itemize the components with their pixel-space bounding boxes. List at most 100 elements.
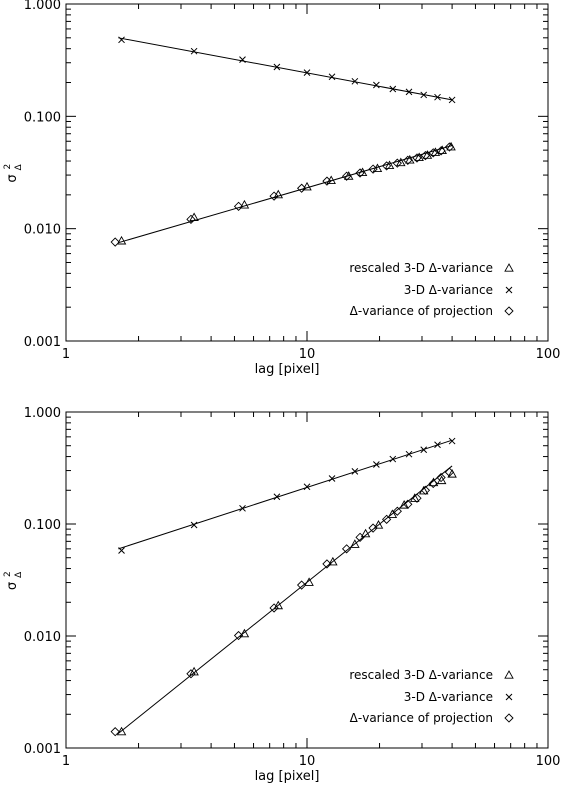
data-point-x (373, 81, 380, 89)
data-point-x (373, 461, 380, 468)
series-diamond (110, 142, 455, 247)
data-point-triangle (414, 152, 424, 162)
data-point-triangle (387, 509, 398, 518)
data-point-diamond (381, 514, 392, 525)
legend: rescaled 3-D Δ-variance 3-D Δ-variance Δ-v… (349, 668, 514, 725)
legend-entry-label: Δ-variance of projection (350, 304, 493, 318)
data-point-triangle (447, 468, 457, 478)
data-point-x (389, 85, 397, 93)
data-point-triangle (350, 539, 360, 548)
data-point-diamond (341, 544, 352, 554)
chart-panel-1: 1 10 100 0.001 0.010 0.100 1.000 lag [pixel] σΔ2… (3, 0, 560, 377)
y-axis-label-sup: 2 (3, 571, 13, 577)
legend: rescaled 3-D Δ-variance 3-D Δ-variance Δ-v… (349, 261, 514, 318)
fit-line-2 (118, 439, 453, 550)
data-point-diamond (368, 523, 378, 533)
data-point-diamond (368, 164, 378, 174)
x-tick-label: 10 (299, 754, 316, 769)
data-point-triangle (328, 556, 338, 566)
data-point-diamond (444, 467, 455, 477)
data-point-x (118, 547, 125, 554)
data-point-x (448, 96, 456, 104)
data-point-x (328, 475, 336, 482)
data-point-diamond (428, 148, 438, 158)
x-tick-label: 100 (536, 347, 561, 362)
data-point-diamond (110, 237, 120, 247)
y-axis-label-sup: 2 (3, 164, 13, 170)
data-point-x (434, 441, 441, 449)
data-point-triangle (396, 157, 406, 167)
data-point-x (420, 446, 428, 454)
legend-entry-label: rescaled 3-D Δ-variance (349, 261, 493, 275)
data-point-diamond (341, 171, 352, 181)
data-point-triangle (399, 500, 409, 509)
data-point-diamond (403, 155, 413, 165)
series-x (118, 437, 456, 554)
data-point-triangle (373, 520, 384, 529)
series-triangle (116, 468, 457, 736)
data-point-triangle (405, 154, 415, 164)
series-diamond (110, 467, 455, 737)
data-point-triangle (239, 199, 250, 209)
data-point-diamond (110, 726, 120, 737)
x-axis-ticks (65, 412, 538, 748)
data-point-diamond (186, 669, 196, 679)
data-point-x (190, 47, 198, 55)
legend-marker-x (505, 286, 513, 294)
data-point-diamond (233, 201, 244, 211)
data-point-diamond (444, 142, 455, 152)
y-tick-label: 0.001 (24, 335, 61, 350)
data-point-diamond (355, 168, 365, 178)
data-point-diamond (436, 146, 446, 156)
data-point-triangle (116, 726, 127, 736)
y-axis-label-sub: Δ (14, 571, 24, 578)
data-point-x (118, 36, 125, 44)
data-point-x (405, 88, 413, 96)
data-point-x (434, 93, 441, 101)
data-point-x (273, 493, 281, 501)
data-point-triangle (116, 235, 127, 245)
data-point-triangle (343, 171, 354, 180)
data-point-diamond (436, 472, 446, 483)
y-axis-label: σΔ2 (3, 571, 24, 590)
data-point-x (351, 468, 359, 475)
fit-line-2 (118, 37, 453, 101)
data-point-x (351, 77, 359, 85)
legend-entry-label: Δ-variance of projection (350, 711, 493, 725)
chart-panel-2: 1 10 100 0.001 0.010 0.100 1.000 lag [pixel] σΔ2… (3, 406, 560, 784)
data-point-diamond (296, 580, 307, 590)
x-tick-label: 10 (299, 347, 316, 362)
y-tick-label: 1.000 (24, 0, 61, 13)
data-point-diamond (392, 506, 402, 516)
x-tick-label: 100 (536, 754, 561, 769)
data-point-x (389, 455, 397, 463)
y-axis-label-sigma: σ (5, 582, 20, 590)
data-point-diamond (186, 214, 196, 225)
y-tick-label: 0.100 (24, 110, 61, 125)
data-point-diamond (322, 176, 332, 186)
data-point-x (303, 69, 311, 76)
data-point-triangle (189, 666, 199, 676)
data-point-x (303, 483, 311, 491)
legend-marker-x (505, 693, 513, 701)
data-point-diamond (428, 478, 438, 489)
legend-marker-triangle (504, 263, 514, 272)
data-point-x (239, 56, 246, 63)
data-point-diamond (233, 630, 244, 641)
y-axis-label-sigma: σ (5, 174, 20, 182)
data-point-diamond (412, 153, 422, 163)
series-x (118, 36, 456, 104)
y-axis-label-sub: Δ (14, 164, 24, 171)
data-point-diamond (392, 158, 402, 168)
y-tick-label: 0.010 (24, 223, 61, 238)
legend-marker-triangle (504, 670, 514, 679)
data-point-diamond (420, 150, 431, 161)
x-axis-label: lag [pixel] (255, 769, 320, 784)
y-tick-label: 0.010 (24, 630, 61, 645)
y-tick-label: 0.001 (24, 742, 61, 757)
y-tick-label: 0.100 (24, 518, 61, 533)
data-point-triangle (302, 181, 312, 191)
data-point-triangle (360, 528, 371, 538)
data-point-diamond (381, 161, 392, 171)
